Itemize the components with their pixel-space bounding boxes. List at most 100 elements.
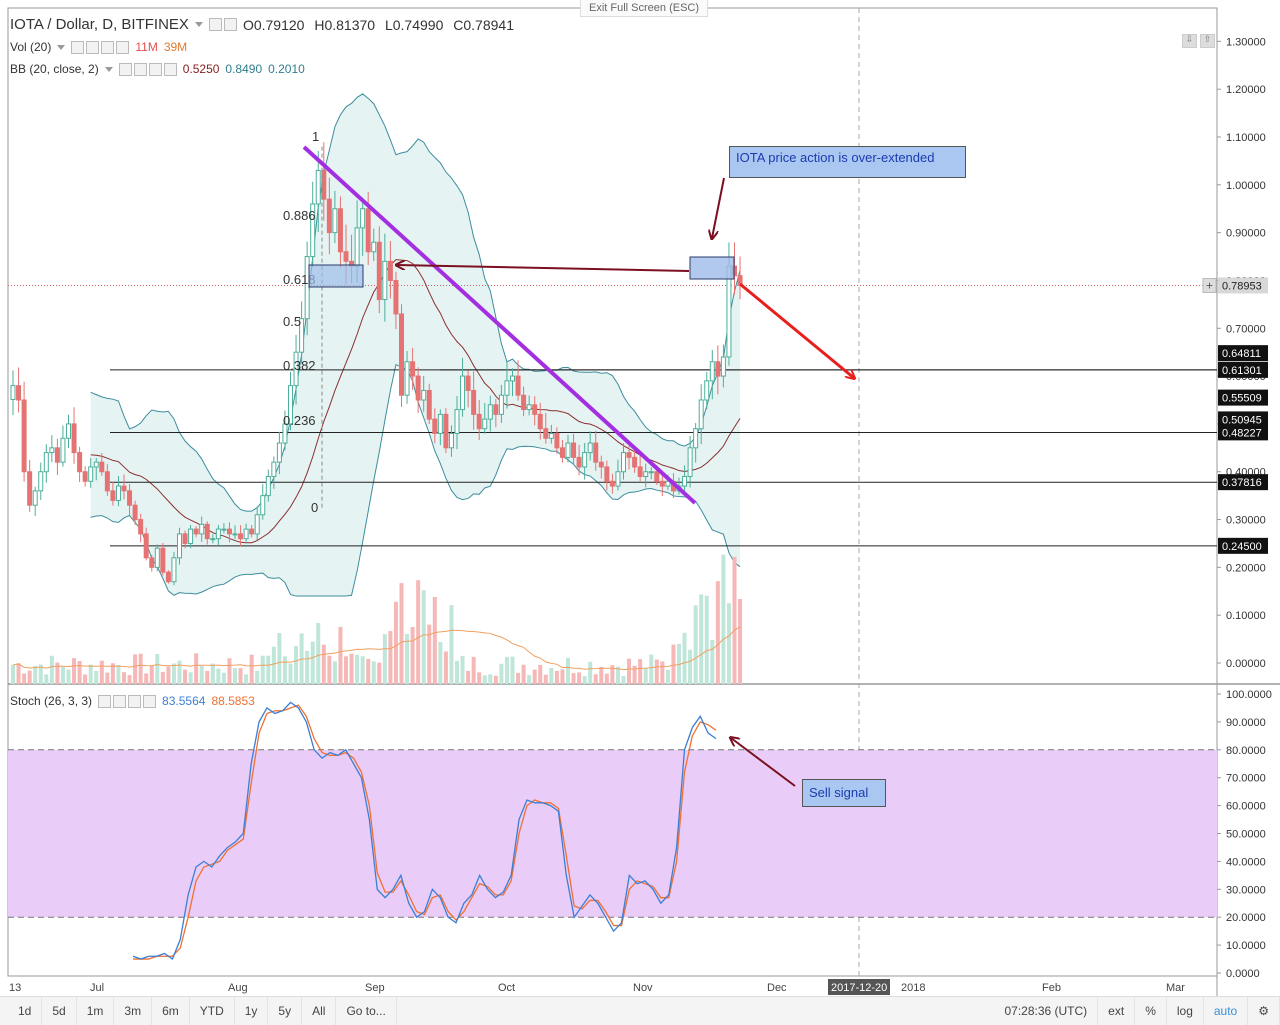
volume-bar bbox=[638, 659, 643, 684]
stoch-tick-label: 100.0000 bbox=[1226, 689, 1272, 701]
arrow-up-icon[interactable]: ⇧ bbox=[1200, 34, 1215, 48]
close-icon[interactable] bbox=[163, 62, 177, 76]
candle-body bbox=[371, 241, 377, 253]
arrow-down-icon[interactable]: ⇩ bbox=[1182, 34, 1197, 48]
bb-label[interactable]: BB (20, close, 2) bbox=[10, 62, 99, 76]
arrow-to-peak bbox=[712, 177, 725, 238]
volume-bar bbox=[482, 675, 487, 684]
plus-icon[interactable] bbox=[148, 62, 162, 76]
volume-bar bbox=[549, 667, 554, 684]
volume-bar bbox=[371, 661, 376, 684]
range-button-3m[interactable]: 3m bbox=[114, 997, 153, 1025]
volume-bar bbox=[554, 670, 559, 684]
chevron-down-icon[interactable] bbox=[57, 44, 66, 50]
volume-bar bbox=[615, 666, 620, 684]
candle-body bbox=[60, 437, 66, 463]
close-icon[interactable] bbox=[116, 40, 130, 54]
volume-bar bbox=[88, 664, 93, 684]
clock-time[interactable]: 07:28:36 (UTC) bbox=[994, 997, 1099, 1025]
range-button-1m[interactable]: 1m bbox=[77, 997, 115, 1025]
candle-body bbox=[288, 385, 293, 425]
range-button-1y[interactable]: 1y bbox=[235, 997, 269, 1025]
candle-body bbox=[21, 399, 27, 473]
volume-bar bbox=[160, 671, 165, 684]
plus-icon[interactable] bbox=[101, 40, 115, 54]
chevron-down-icon[interactable] bbox=[104, 66, 113, 72]
volume-bar bbox=[443, 651, 448, 684]
volume-bar bbox=[349, 653, 354, 684]
range-button-5y[interactable]: 5y bbox=[268, 997, 303, 1025]
symbol-title[interactable]: IOTA / Dollar, D, BITFINEX bbox=[10, 16, 189, 33]
candle-body bbox=[559, 447, 565, 458]
range-button-ytd[interactable]: YTD bbox=[190, 997, 235, 1025]
scale-buttons: ⇩ ⇧ bbox=[1182, 34, 1215, 48]
volume-bar bbox=[649, 654, 654, 684]
candle-body bbox=[432, 418, 438, 434]
candle-body bbox=[360, 208, 366, 229]
main-legend: IOTA / Dollar, D, BITFINEX O0.79120 H0.8… bbox=[10, 16, 520, 33]
volume-bar bbox=[493, 675, 498, 684]
candle-body bbox=[393, 279, 399, 315]
candle-body bbox=[271, 461, 277, 478]
candle-body bbox=[576, 456, 582, 468]
stoch-tick-label: 0.0000 bbox=[1226, 968, 1260, 980]
eye-icon[interactable] bbox=[208, 18, 222, 31]
ext-toggle[interactable]: ext bbox=[1098, 997, 1136, 1025]
candle-body bbox=[127, 490, 133, 506]
stoch-k-value: 83.5564 bbox=[162, 694, 206, 708]
volume-bar bbox=[138, 653, 143, 684]
eye-icon[interactable] bbox=[98, 694, 112, 708]
close-icon[interactable] bbox=[143, 694, 157, 708]
auto-toggle[interactable]: auto bbox=[1204, 997, 1249, 1025]
plus-icon[interactable] bbox=[128, 694, 142, 708]
volume-bar bbox=[582, 676, 587, 684]
volume-bar bbox=[199, 665, 204, 684]
volume-bar bbox=[55, 662, 60, 684]
gear-icon[interactable]: ⚙ bbox=[1248, 997, 1280, 1025]
volume-bar bbox=[688, 649, 693, 684]
bottom-right-controls: 07:28:36 (UTC) ext % log auto ⚙ bbox=[994, 997, 1280, 1025]
candle-body bbox=[410, 361, 416, 377]
candle-body bbox=[193, 528, 199, 535]
candle-body bbox=[93, 461, 99, 468]
exit-fullscreen-button[interactable]: Exit Full Screen (ESC) bbox=[580, 0, 708, 17]
stoch-legend: Stoch (26, 3, 3) 83.5564 88.5853 bbox=[10, 694, 255, 708]
candle-body bbox=[471, 389, 477, 415]
volume-bar bbox=[566, 657, 570, 684]
level-price-box bbox=[1218, 361, 1268, 378]
chevron-down-icon[interactable] bbox=[194, 22, 203, 27]
volume-bar bbox=[116, 664, 121, 684]
settings-icon[interactable] bbox=[86, 40, 100, 54]
log-toggle[interactable]: log bbox=[1167, 997, 1204, 1025]
volume-bar bbox=[438, 642, 443, 684]
candle-body bbox=[376, 241, 382, 301]
percent-toggle[interactable]: % bbox=[1135, 997, 1167, 1025]
volume-bar bbox=[321, 644, 326, 684]
bb-basis bbox=[90, 259, 741, 544]
range-button-goto[interactable]: Go to... bbox=[336, 997, 397, 1025]
volume-label[interactable]: Vol (20) bbox=[10, 40, 52, 54]
settings-icon[interactable] bbox=[223, 18, 237, 31]
candle-body bbox=[177, 533, 182, 559]
volume-bar bbox=[593, 674, 598, 684]
stoch-tick-label: 80.0000 bbox=[1226, 745, 1266, 757]
volume-bar bbox=[127, 675, 132, 684]
volume-bar bbox=[488, 674, 493, 684]
volume-bar bbox=[715, 581, 720, 684]
eye-icon[interactable] bbox=[71, 40, 85, 54]
price-tick-label: 0.30000 bbox=[1226, 515, 1266, 527]
volume-bar bbox=[643, 668, 648, 684]
range-button-all[interactable]: All bbox=[302, 997, 337, 1025]
settings-icon[interactable] bbox=[113, 694, 127, 708]
volume-bar bbox=[22, 673, 27, 684]
eye-icon[interactable] bbox=[118, 62, 132, 76]
range-button-5d[interactable]: 5d bbox=[42, 997, 77, 1025]
stoch-label[interactable]: Stoch (26, 3, 3) bbox=[10, 694, 93, 708]
range-button-6m[interactable]: 6m bbox=[152, 997, 190, 1025]
volume-bar bbox=[305, 650, 310, 684]
settings-icon[interactable] bbox=[133, 62, 147, 76]
price-tick-label: 0.70000 bbox=[1226, 323, 1266, 335]
volume-bar bbox=[177, 660, 182, 684]
range-button-1d[interactable]: 1d bbox=[0, 997, 43, 1025]
